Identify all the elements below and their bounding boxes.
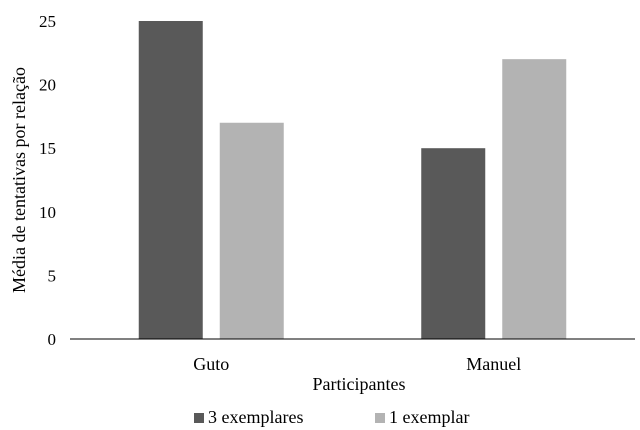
y-tick-label: 5	[48, 266, 57, 285]
y-axis-title: Média de tentativas por relação	[9, 67, 29, 293]
legend-swatch	[194, 413, 204, 423]
y-axis-ticks: 0 5 10 15 20 25	[39, 12, 56, 349]
x-tick-label: Guto	[193, 354, 229, 374]
x-tick-label: Manuel	[466, 354, 521, 374]
bars	[138, 21, 567, 339]
x-axis-title: Participantes	[313, 374, 406, 394]
y-tick-label: 25	[39, 12, 56, 31]
bar	[421, 148, 486, 339]
legend-label: 1 exemplar	[389, 407, 469, 427]
legend: 3 exemplares 1 exemplar	[194, 407, 469, 427]
bar	[502, 59, 567, 339]
x-axis-categories: Guto Manuel	[193, 354, 521, 374]
bar	[219, 122, 284, 339]
y-tick-label: 20	[39, 76, 56, 95]
legend-label: 3 exemplares	[208, 407, 303, 427]
y-tick-label: 10	[39, 203, 56, 222]
legend-swatch	[375, 413, 385, 423]
bar	[138, 21, 203, 339]
y-tick-label: 0	[48, 330, 57, 349]
y-tick-label: 15	[39, 139, 56, 158]
